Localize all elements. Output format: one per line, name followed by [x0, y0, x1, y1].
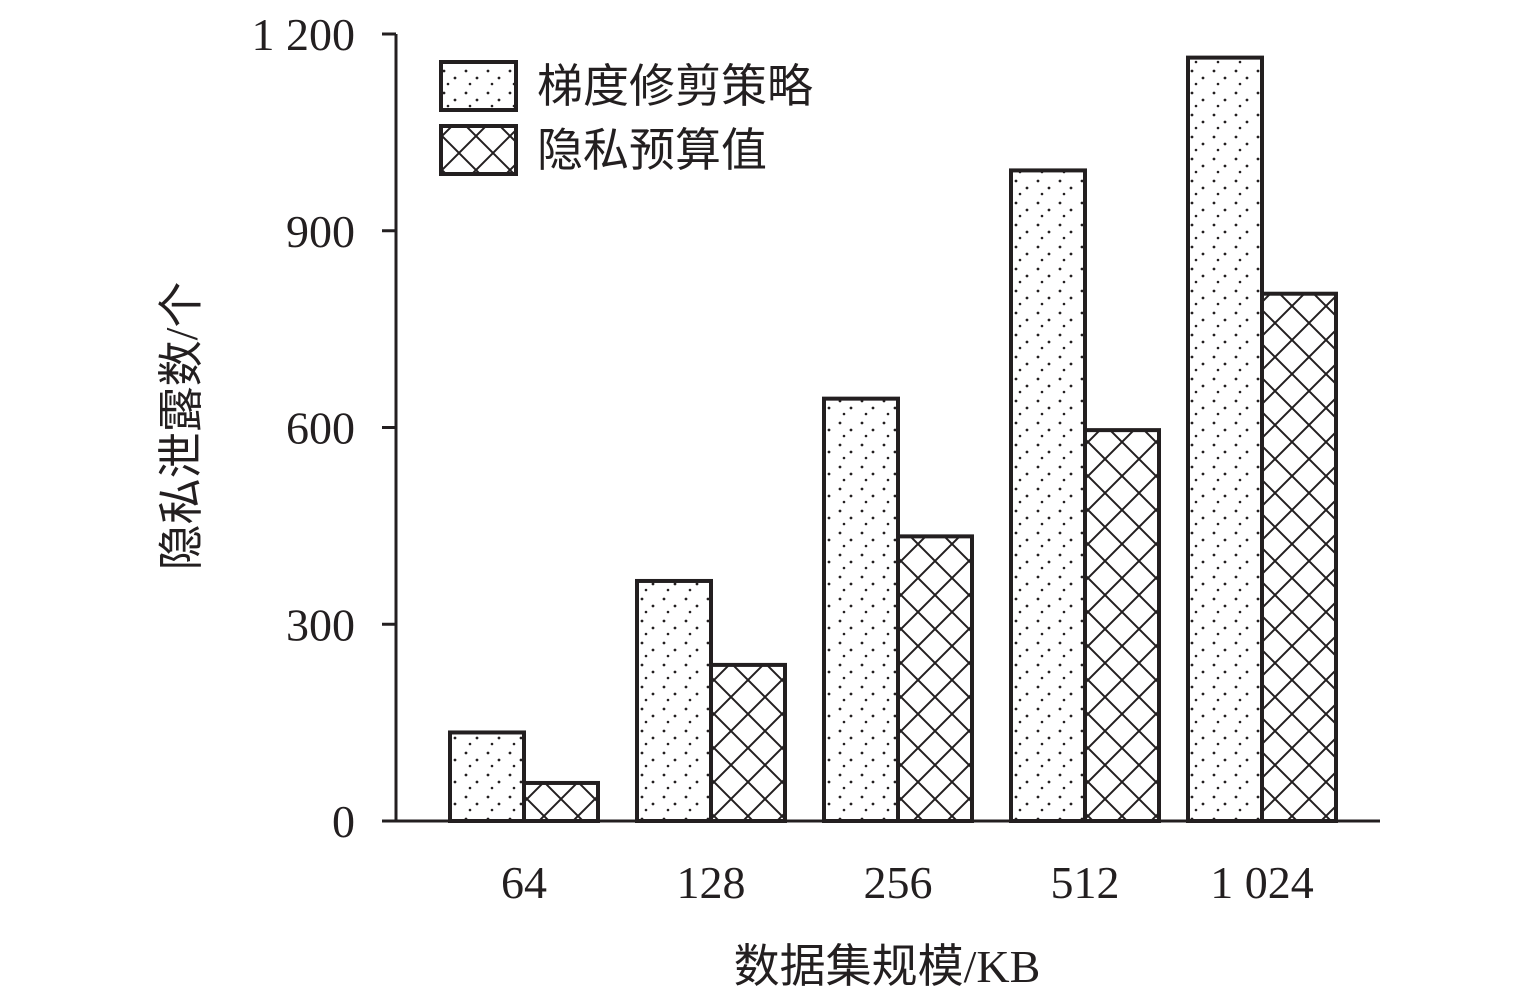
- x-tick-label: 1 024: [1210, 857, 1314, 908]
- legend: 梯度修剪策略 隐私预算值: [439, 60, 813, 176]
- x-axis-title: 数据集规模/KB: [734, 941, 1041, 992]
- y-tick-label: 0: [332, 796, 355, 847]
- legend-label-series-2: 隐私预算值: [537, 125, 767, 176]
- bar-series-2-512: [1083, 428, 1161, 823]
- bar-series-1-512: [1009, 168, 1087, 823]
- bar-series-2-256: [896, 534, 974, 823]
- x-tick-label: 256: [864, 857, 933, 908]
- y-tick-label: 900: [286, 206, 355, 257]
- x-tick-label: 128: [677, 857, 746, 908]
- y-tick-label: 1 200: [252, 9, 356, 60]
- legend-swatch-series-1: [439, 60, 518, 112]
- legend-swatch-series-2: [439, 124, 518, 176]
- bar-series-1-64: [448, 730, 526, 824]
- y-tick-label: 600: [286, 403, 355, 454]
- bar-series-2-64: [522, 780, 600, 824]
- y-axis-title: 隐私泄露数/个: [156, 282, 207, 571]
- bar-series-2-128: [709, 662, 787, 824]
- bar-series-1-1024: [1186, 55, 1264, 824]
- x-tick-label: 512: [1051, 857, 1120, 908]
- bar-series-1-256: [822, 396, 900, 823]
- bar-series-2-1024: [1260, 291, 1338, 823]
- bar-series-1-128: [635, 578, 713, 824]
- legend-label-series-1: 梯度修剪策略: [537, 61, 813, 112]
- ticks-group: 0 300 600 900 1 200 64 128 256 512 1 024: [252, 9, 1314, 908]
- x-tick-label: 64: [501, 857, 547, 908]
- y-tick-label: 300: [286, 599, 355, 650]
